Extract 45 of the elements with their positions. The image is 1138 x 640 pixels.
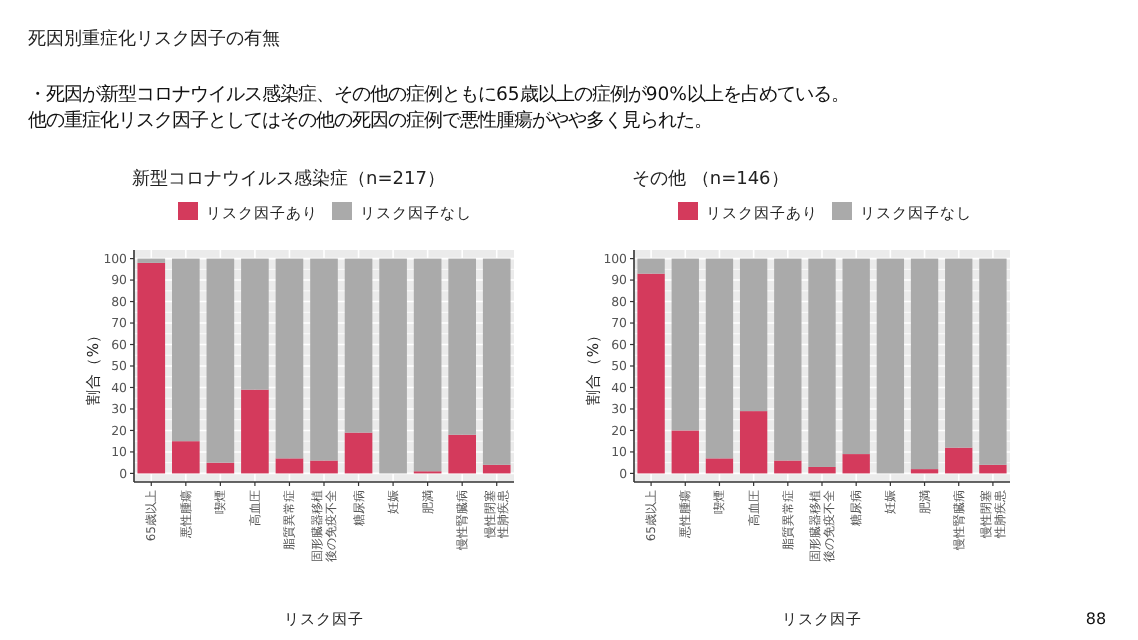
text: 88	[1085, 610, 1107, 628]
bar	[842, 454, 870, 474]
bar	[705, 458, 734, 474]
bar	[241, 389, 269, 474]
bar	[137, 262, 166, 474]
bar	[705, 258, 734, 459]
bar	[808, 466, 836, 474]
bar	[310, 258, 338, 461]
chart-title: その他 （n=146）	[632, 168, 789, 190]
bar	[241, 258, 269, 390]
bar	[671, 430, 699, 474]
bar	[637, 258, 665, 274]
bar	[739, 258, 768, 412]
bar	[344, 258, 373, 433]
bar	[739, 411, 768, 474]
text: 死因別重症化リスク因子の有無	[28, 28, 280, 50]
bar	[671, 258, 699, 431]
text: ・死因が新型コロナウイルス感染症、その他の症例ともに65歳以上の症例が90%以上を占めている。	[28, 84, 849, 106]
bar	[774, 258, 802, 461]
bar	[172, 258, 200, 442]
bar	[808, 258, 836, 467]
text: 他の重症化リスク因子としてはその他の死因の症例で悪性腫瘍がやや多く見られた。	[28, 110, 712, 132]
bar	[482, 464, 511, 474]
bar	[842, 258, 870, 455]
bar	[275, 458, 304, 474]
bar	[206, 462, 235, 474]
bar	[379, 258, 407, 474]
bar	[206, 258, 235, 463]
bar	[275, 258, 304, 459]
bar	[482, 258, 511, 465]
bar	[979, 464, 1007, 474]
bar	[172, 441, 200, 474]
bar	[310, 460, 338, 474]
bar	[344, 432, 373, 474]
bar	[945, 258, 973, 448]
bar	[945, 447, 973, 474]
bar	[448, 258, 476, 435]
bar	[637, 273, 665, 474]
bar	[448, 434, 476, 474]
bar	[979, 258, 1007, 465]
chart-title: 新型コロナウイルス感染症（n=217）	[132, 168, 445, 190]
bar	[413, 258, 442, 472]
bar	[774, 460, 802, 474]
bar	[876, 258, 905, 474]
bar	[910, 258, 939, 470]
